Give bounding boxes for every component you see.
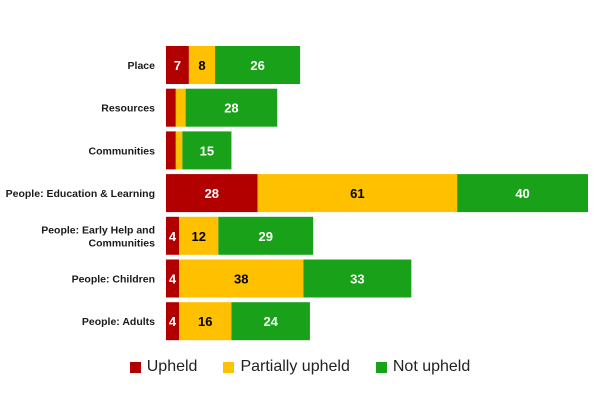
bar-not-upheld [457,174,588,213]
category-label: People: Early Help and Communities [41,224,155,249]
bar-upheld [166,88,176,127]
data-label-not-upheld: 28 [224,101,238,116]
data-label-not-upheld: 40 [515,186,529,201]
stacked-bar-chart: Place Resources Communities People: Educati… [6,46,588,341]
legend-item-not-upheld: Not upheld [375,358,471,376]
bar-upheld [166,259,180,298]
bar-partially-upheld [179,259,304,298]
legend-swatch [223,361,235,373]
data-label-partially-upheld: 61 [350,186,364,201]
legend-label: Not upheld [392,358,471,375]
legend-label: Partially upheld [240,358,350,375]
bar-upheld [166,302,180,341]
category-label: Place [128,60,156,72]
bar-partially-upheld [175,88,186,127]
data-label-partially-upheld: 38 [234,272,248,287]
legend-label: Upheld [146,358,198,375]
bar-partially-upheld [188,46,216,84]
data-label-not-upheld: 26 [250,58,264,73]
category-label: People: Adults [82,316,155,328]
bar-not-upheld [185,88,278,127]
data-label-not-upheld: 15 [200,143,214,158]
bar-not-upheld [182,131,232,170]
category-label: People: Children [72,274,155,286]
value-labels: 7 8 26 28 15 28 61 40 4 12 29 4 38 33 4 16 24 [169,58,530,329]
bar-partially-upheld [179,216,219,255]
category-label: People: Education & Learning [6,188,155,200]
bar-partially-upheld [175,131,183,170]
data-label-upheld: 4 [169,314,177,329]
chart-legend: Upheld Partially upheld Not upheld [0,355,600,379]
bar-not-upheld [218,216,314,255]
category-label: Resources [101,103,155,115]
data-label-upheld: 28 [205,186,219,201]
bar-partially-upheld [179,302,232,341]
data-label-not-upheld: 33 [350,272,364,287]
bar-upheld [166,216,180,255]
data-label-partially-upheld: 8 [198,58,205,73]
legend-item-partially-upheld: Partially upheld [223,358,350,376]
data-label-not-upheld: 24 [263,314,278,329]
bar-not-upheld [215,46,301,84]
legend-swatch [375,361,387,373]
data-label-upheld: 7 [174,58,181,73]
bar-upheld [166,46,189,84]
data-label-upheld: 4 [169,229,177,244]
category-labels: Place Resources Communities People: Educati… [6,60,156,328]
bar-upheld [166,131,176,170]
legend-swatch [129,361,141,373]
bar-partially-upheld [257,174,458,213]
data-label-upheld: 4 [169,272,177,287]
bar-upheld [166,174,258,213]
bar-not-upheld [231,302,310,341]
data-label-partially-upheld: 12 [191,229,205,244]
bar-segments [166,46,588,341]
bar-not-upheld [303,259,412,298]
category-label: Communities [88,145,155,157]
data-label-partially-upheld: 16 [198,314,212,329]
data-label-not-upheld: 29 [259,229,273,244]
legend-item-upheld: Upheld [129,358,198,376]
